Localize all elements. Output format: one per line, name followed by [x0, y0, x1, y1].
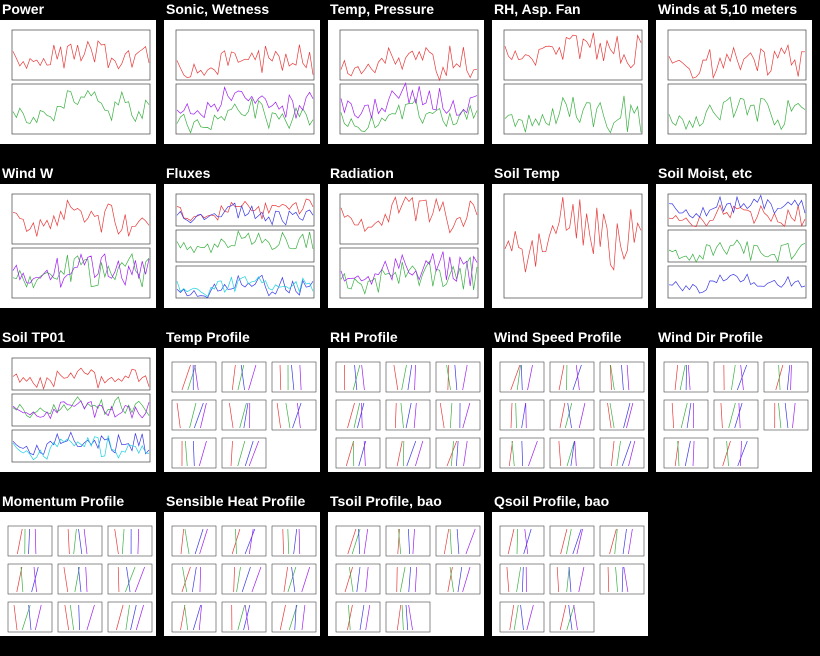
temp-profile-thumbnail-image [164, 348, 320, 472]
wind-speed-profile-thumbnail-image [492, 348, 648, 472]
plot-title: Sonic, Wetness [166, 1, 270, 17]
plot-cell: Soil TP01 [0, 328, 160, 472]
plot-title: Temp Profile [166, 329, 250, 345]
rh-fan-plot-thumbnail[interactable] [492, 20, 648, 144]
plot-cell: Temp Profile [164, 328, 324, 472]
soil-moist-plot-thumbnail-image [656, 184, 812, 308]
soil-tp01-plot-thumbnail-image [0, 348, 156, 472]
wind-speed-profile-thumbnail[interactable] [492, 348, 648, 472]
radiation-plot-thumbnail-image [328, 184, 484, 308]
plot-title: Soil Moist, etc [658, 165, 753, 181]
plot-cell: Fluxes [164, 164, 324, 308]
soil-moist-plot-thumbnail[interactable] [656, 184, 812, 308]
plot-cell: RH, Asp. Fan [492, 0, 652, 144]
plot-title: Radiation [330, 165, 394, 181]
fluxes-plot-thumbnail[interactable] [164, 184, 320, 308]
plot-title: Wind Dir Profile [658, 329, 763, 345]
plot-title: Temp, Pressure [330, 1, 435, 17]
power-plot-thumbnail[interactable] [0, 20, 156, 144]
sonic-wetness-plot-thumbnail-image [164, 20, 320, 144]
temp-profile-thumbnail[interactable] [164, 348, 320, 472]
sensible-heat-profile-thumbnail[interactable] [164, 512, 320, 636]
plot-cell: RH Profile [328, 328, 488, 472]
plot-cell: Sensible Heat Profile [164, 492, 324, 636]
soil-temp-plot-thumbnail[interactable] [492, 184, 648, 308]
plot-title: Wind Speed Profile [494, 329, 622, 345]
tsoil-profile-thumbnail-image [328, 512, 484, 636]
plot-cell: Soil Moist, etc [656, 164, 816, 308]
momentum-profile-thumbnail[interactable] [0, 512, 156, 636]
wind-dir-profile-thumbnail-image [656, 348, 812, 472]
rh-profile-thumbnail[interactable] [328, 348, 484, 472]
plot-cell: Radiation [328, 164, 488, 308]
plot-title: Qsoil Profile, bao [494, 493, 610, 509]
wind-w-plot-thumbnail[interactable] [0, 184, 156, 308]
soil-temp-plot-thumbnail-image [492, 184, 648, 308]
plot-title: Tsoil Profile, bao [330, 493, 442, 509]
fluxes-plot-thumbnail-image [164, 184, 320, 308]
sonic-wetness-plot-thumbnail[interactable] [164, 20, 320, 144]
plot-title: RH Profile [330, 329, 398, 345]
winds-plot-thumbnail[interactable] [656, 20, 812, 144]
temp-pressure-plot-thumbnail-image [328, 20, 484, 144]
plot-cell: Temp, Pressure [328, 0, 488, 144]
wind-w-plot-thumbnail-image [0, 184, 156, 308]
sensible-heat-profile-thumbnail-image [164, 512, 320, 636]
power-plot-thumbnail-image [0, 20, 156, 144]
plot-title: Fluxes [166, 165, 211, 181]
soil-tp01-plot-thumbnail[interactable] [0, 348, 156, 472]
wind-dir-profile-thumbnail[interactable] [656, 348, 812, 472]
momentum-profile-thumbnail-image [0, 512, 156, 636]
tsoil-profile-thumbnail[interactable] [328, 512, 484, 636]
temp-pressure-plot-thumbnail[interactable] [328, 20, 484, 144]
plot-title: Soil TP01 [2, 329, 66, 345]
rh-profile-thumbnail-image [328, 348, 484, 472]
plot-cell: Sonic, Wetness [164, 0, 324, 144]
plot-cell: Wind W [0, 164, 160, 308]
qsoil-profile-thumbnail-image [492, 512, 648, 636]
plot-cell: Momentum Profile [0, 492, 160, 636]
qsoil-profile-thumbnail[interactable] [492, 512, 648, 636]
plot-cell: Power [0, 0, 160, 144]
winds-plot-thumbnail-image [656, 20, 812, 144]
plot-cell: Wind Speed Profile [492, 328, 652, 472]
radiation-plot-thumbnail[interactable] [328, 184, 484, 308]
plot-cell: Wind Dir Profile [656, 328, 816, 472]
plot-title: Sensible Heat Profile [166, 493, 306, 509]
plot-cell: Winds at 5,10 meters [656, 0, 816, 144]
plot-cell: Tsoil Profile, bao [328, 492, 488, 636]
plot-cell: Soil Temp [492, 164, 652, 308]
plot-title: Momentum Profile [2, 493, 125, 509]
plot-title: Power [2, 1, 45, 17]
plot-title: Winds at 5,10 meters [658, 1, 798, 17]
rh-fan-plot-thumbnail-image [492, 20, 648, 144]
plot-title: Soil Temp [494, 165, 560, 181]
plot-cell: Qsoil Profile, bao [492, 492, 652, 636]
plot-title: RH, Asp. Fan [494, 1, 581, 17]
plot-title: Wind W [2, 165, 54, 181]
